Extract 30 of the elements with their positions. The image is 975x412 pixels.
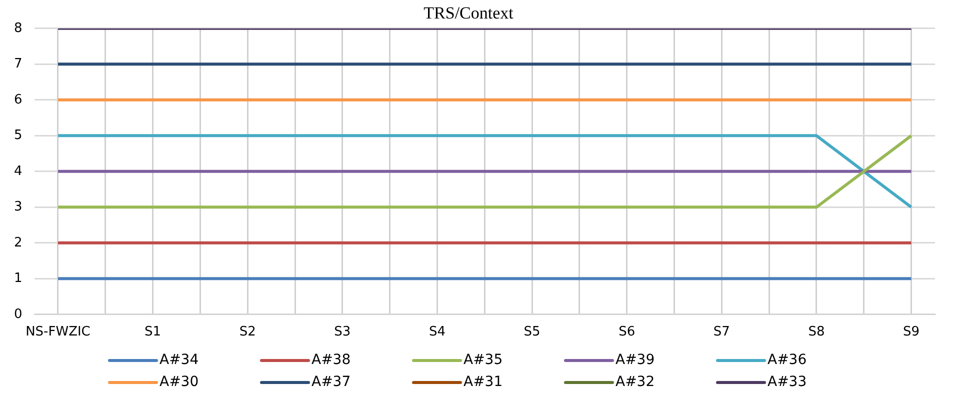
legend-label: A#36 (768, 352, 807, 368)
legend-label: A#32 (616, 374, 655, 390)
x-tick-label: NS-FWZIC (26, 324, 90, 340)
x-tick-label: S5 (524, 324, 540, 340)
x-tick-label: S8 (808, 324, 825, 340)
y-tick-label: 0 (14, 306, 22, 322)
x-tick-label: S7 (713, 324, 730, 340)
x-tick-label: S2 (239, 324, 256, 340)
y-tick-label: 8 (14, 20, 22, 36)
y-tick-label: 1 (14, 271, 22, 286)
y-tick-label: 5 (14, 128, 22, 144)
legend-label: A#31 (464, 374, 503, 390)
x-tick-label: S9 (903, 324, 920, 340)
y-tick-label: 2 (14, 235, 22, 250)
y-tick-label: 3 (14, 200, 22, 215)
legend-label: A#33 (768, 374, 807, 390)
y-tick-label: 4 (14, 164, 22, 179)
chart-title: TRS/Context (424, 4, 514, 23)
legend-label: A#37 (312, 374, 351, 390)
x-tick-label: S3 (334, 324, 351, 340)
x-tick-label: S6 (618, 324, 636, 340)
legend-label: A#39 (616, 352, 655, 368)
legend-label: A#38 (312, 352, 351, 368)
x-tick-label: S1 (144, 324, 162, 340)
legend-label: A#30 (160, 374, 199, 390)
y-tick-label: 6 (14, 92, 22, 108)
y-tick-label: 7 (14, 56, 22, 72)
x-tick-label: S4 (428, 324, 446, 340)
legend-label: A#35 (464, 352, 503, 368)
legend-label: A#34 (160, 352, 199, 368)
